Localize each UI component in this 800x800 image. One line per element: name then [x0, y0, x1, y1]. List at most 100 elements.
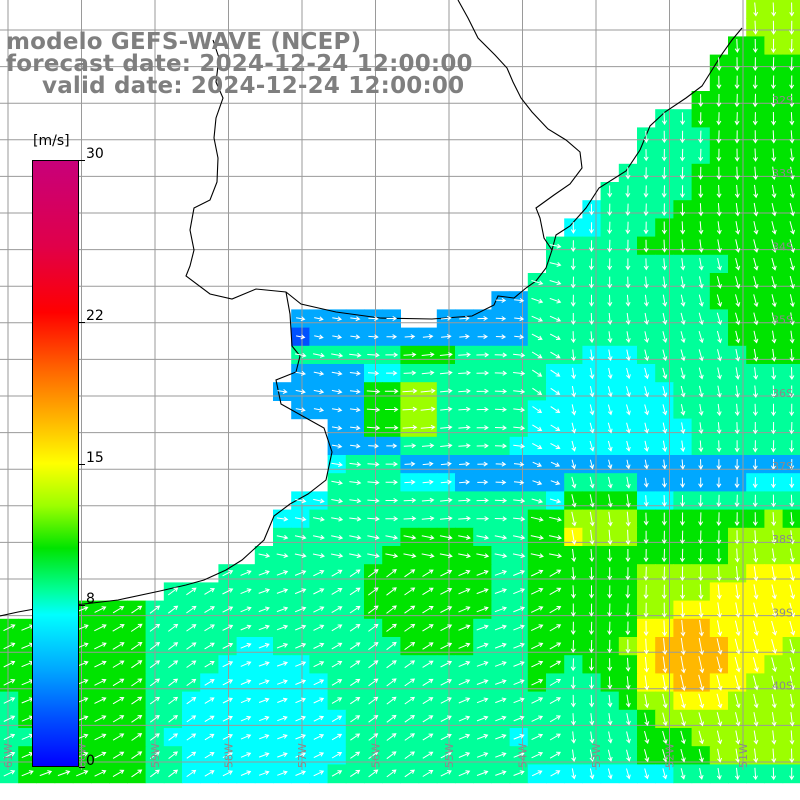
- wind-arrow: [476, 733, 489, 740]
- wind-arrow: [571, 440, 577, 452]
- wind-arrow: [402, 388, 418, 394]
- wind-arrow: [131, 769, 143, 778]
- wind-arrow: [753, 566, 759, 582]
- wind-arrow: [698, 440, 704, 453]
- wind-arrow: [680, 258, 686, 271]
- wind-arrow: [698, 656, 705, 674]
- wind-arrow: [734, 440, 740, 453]
- wind-arrow: [735, 294, 741, 308]
- wind-arrow: [662, 258, 667, 271]
- wind-arrow: [422, 751, 434, 759]
- wind-arrow: [368, 605, 379, 614]
- wind-arrow: [186, 605, 197, 614]
- wind-arrow: [112, 733, 125, 741]
- wind-arrow: [789, 584, 796, 600]
- wind-arrow: [295, 697, 307, 704]
- wind-arrow: [589, 367, 595, 380]
- wind-arrow: [771, 111, 777, 126]
- wind-arrow: [716, 403, 722, 417]
- wind-arrow: [607, 203, 613, 216]
- wind-arrow: [734, 675, 741, 691]
- wind-arrow: [459, 315, 470, 321]
- wind-arrow: [789, 257, 795, 271]
- latitude-label: 34S: [772, 240, 793, 253]
- colorbar-tick: [79, 767, 85, 768]
- wind-arrow: [717, 367, 722, 380]
- wind-arrow: [661, 530, 667, 545]
- wind-arrow: [331, 642, 343, 650]
- wind-arrow: [222, 715, 233, 722]
- wind-arrow: [589, 476, 595, 489]
- wind-arrow: [258, 661, 270, 667]
- wind-arrow: [716, 530, 722, 545]
- wind-arrow: [531, 715, 544, 722]
- wind-arrow: [476, 388, 489, 394]
- wind-arrow: [240, 697, 252, 704]
- wind-arrow: [588, 603, 594, 617]
- wind-arrow: [570, 603, 576, 617]
- wind-arrow: [495, 734, 507, 740]
- wind-arrow: [661, 112, 667, 126]
- wind-arrow: [607, 529, 613, 545]
- wind-arrow: [752, 459, 758, 471]
- wind-arrow: [571, 367, 577, 380]
- wind-arrow: [698, 712, 705, 727]
- wind-arrow: [513, 370, 526, 376]
- wind-arrow: [458, 715, 471, 722]
- wind-arrow: [368, 443, 379, 449]
- wind-arrow: [186, 642, 197, 650]
- wind-arrow: [644, 367, 650, 380]
- wind-arrow: [789, 221, 795, 235]
- wind-arrow: [698, 566, 704, 582]
- wind-arrow: [549, 715, 561, 723]
- wind-arrow: [531, 315, 543, 322]
- wind-arrow: [625, 203, 631, 216]
- wind-arrow: [512, 553, 526, 559]
- wind-arrow: [662, 749, 668, 763]
- wind-arrow: [458, 406, 471, 412]
- wind-arrow: [295, 407, 306, 413]
- wind-arrow: [186, 715, 197, 723]
- wind-arrow: [771, 294, 777, 308]
- wind-arrow: [698, 693, 705, 709]
- wind-arrow: [644, 694, 650, 709]
- wind-arrow: [168, 642, 179, 650]
- colorbar-label: 15: [86, 449, 104, 466]
- wind-arrow: [662, 712, 668, 727]
- wind-arrow: [366, 425, 381, 431]
- wind-arrow: [458, 624, 471, 631]
- wind-arrow: [789, 712, 795, 727]
- wind-arrow: [735, 602, 741, 618]
- wind-arrow: [368, 733, 379, 741]
- wind-arrow: [513, 752, 525, 758]
- wind-arrow: [625, 713, 631, 726]
- wind-arrow: [258, 606, 270, 613]
- wind-arrow: [698, 312, 704, 326]
- wind-arrow: [350, 425, 361, 431]
- wind-arrow: [3, 733, 16, 741]
- wind-arrow: [734, 75, 740, 90]
- wind-arrow: [530, 553, 544, 559]
- wind-arrow: [571, 548, 577, 563]
- wind-arrow: [735, 330, 741, 344]
- wind-arrow: [588, 222, 594, 234]
- wind-arrow: [771, 148, 777, 162]
- wind-arrow: [549, 315, 562, 322]
- wind-arrow: [735, 239, 741, 253]
- wind-arrow: [548, 535, 563, 540]
- wind-arrow: [532, 442, 543, 450]
- wind-arrow: [680, 367, 686, 380]
- wind-arrow: [698, 185, 704, 199]
- wind-arrow: [349, 553, 362, 559]
- wind-arrow: [625, 511, 631, 527]
- wind-arrow: [204, 679, 215, 686]
- wind-arrow: [295, 752, 306, 758]
- wind-arrow: [662, 349, 668, 362]
- wind-arrow: [625, 676, 631, 690]
- wind-arrow: [476, 697, 489, 704]
- wind-arrow: [589, 567, 595, 581]
- wind-arrow: [771, 312, 777, 326]
- wind-arrow: [680, 404, 686, 416]
- wind-arrow: [131, 696, 143, 705]
- wind-arrow: [716, 440, 722, 453]
